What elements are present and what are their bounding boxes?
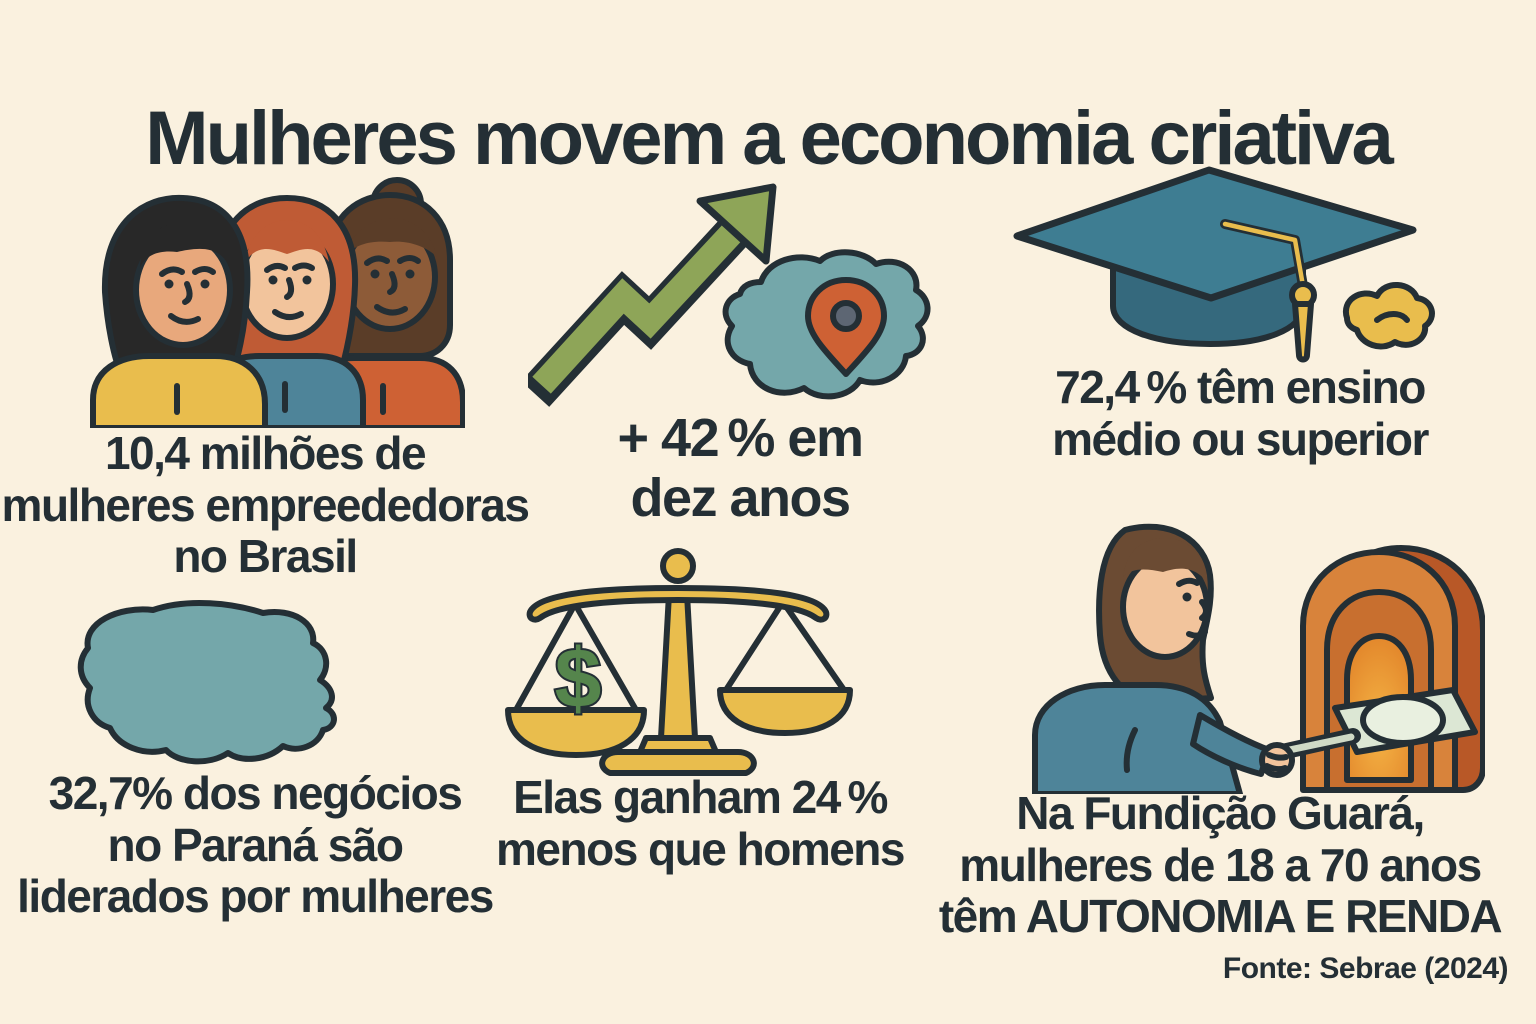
caption-line: dez anos <box>630 468 851 529</box>
graduation-cap-icon <box>1013 166 1435 363</box>
caption-line: 32,7% dos negócios <box>48 767 463 819</box>
caption-line: Na Fundição Guará, <box>1016 787 1425 839</box>
caption-line: no Brasil <box>173 530 358 583</box>
woman-kiln-icon <box>1032 523 1485 794</box>
caption-line: 72,4 % têm ensino <box>1055 361 1426 413</box>
stat-education-caption: 72,4 % têm ensino médio ou superior <box>975 361 1505 465</box>
caption-line: no Paraná são <box>107 818 404 871</box>
woman-foundry-kiln-illustration <box>1005 500 1485 794</box>
caption-line: liderados por mulheres <box>17 870 494 923</box>
three-women-icon <box>90 177 465 428</box>
parana-state-map-illustration <box>48 588 363 784</box>
stat-growth-caption: + 42 % em dez anos <box>545 408 935 529</box>
caption-line: Elas ganham 24 % <box>513 771 888 823</box>
balance-scale-dollar-illustration: $ <box>478 542 883 776</box>
dollar-sign-glyph: $ <box>555 631 602 725</box>
caption-line: mulheres de 18 a 70 anos <box>959 838 1482 891</box>
caption-line: 10,4 milhões de <box>104 427 427 479</box>
page-title: Mulheres movem a economia criativa <box>145 95 1393 181</box>
three-women-illustration <box>45 160 465 428</box>
balance-scale-icon: $ <box>505 548 853 776</box>
growth-arrow-map-icon <box>528 183 931 407</box>
caption-line: mulheres empreededoras <box>1 478 530 531</box>
stat-fundicao-caption: Na Fundição Guará, mulheres de 18 a 70 a… <box>915 787 1525 943</box>
caption-line: + 42 % em <box>617 408 864 468</box>
growth-arrow-map-illustration <box>528 162 933 414</box>
stat-paygap-caption: Elas ganham 24 % menos que homens <box>460 771 940 875</box>
caption-line: médio ou superior <box>1052 412 1429 465</box>
caption-line: têm AUTONOMIA E RENDA <box>938 890 1503 943</box>
source-credit: Fonte: Sebrae (2024) <box>1222 952 1509 985</box>
stat-entrepreneurs-caption: 10,4 milhões de mulheres empreededoras n… <box>0 427 530 583</box>
graduation-cap-illustration <box>995 158 1440 366</box>
caption-line: menos que homens <box>496 822 905 875</box>
parana-map-icon <box>77 600 337 765</box>
stat-parana-business-caption: 32,7% dos negócios no Paraná são liderad… <box>0 767 510 923</box>
